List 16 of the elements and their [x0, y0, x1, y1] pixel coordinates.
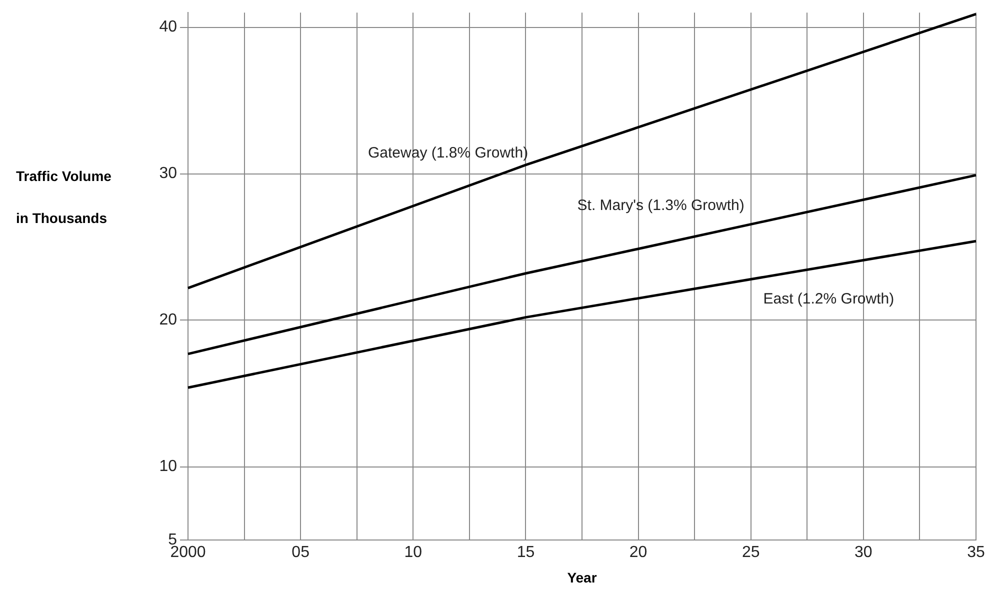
x-tick-label: 20 — [629, 544, 648, 562]
y-tick-label: 30 — [159, 165, 178, 182]
x-tick-label: 10 — [404, 544, 422, 562]
y-tick-label: 10 — [159, 458, 178, 476]
x-tick-label: 15 — [516, 544, 535, 562]
x-tick-label: 35 — [967, 544, 985, 562]
x-tick-label: 05 — [292, 544, 310, 562]
series-label: East (1.2% Growth) — [763, 290, 894, 308]
x-tick-label: 30 — [854, 544, 872, 562]
series-label: Gateway (1.8% Growth) — [368, 144, 528, 162]
x-axis-title: Year — [567, 569, 598, 586]
x-tick-label: 25 — [742, 544, 760, 562]
y-tick-label: 40 — [159, 18, 178, 36]
y-tick-label: 20 — [159, 312, 178, 329]
text: Traffic Volume in Thousands — [16, 168, 112, 226]
series-label: St. Mary's (1.3% Growth) — [577, 197, 744, 214]
